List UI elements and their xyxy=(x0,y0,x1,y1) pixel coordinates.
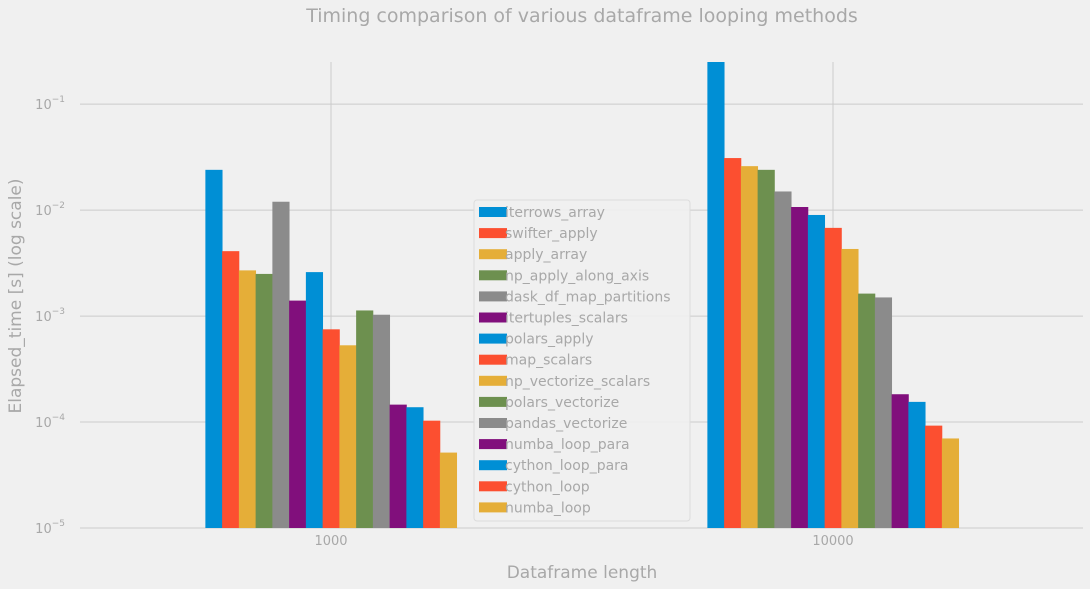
bar xyxy=(289,300,307,528)
bar xyxy=(707,62,725,528)
bar xyxy=(238,270,257,528)
bar xyxy=(339,345,357,528)
x-tick-label: 10000 xyxy=(812,534,853,549)
bar xyxy=(774,191,792,528)
legend-swatch xyxy=(479,249,507,260)
chart-title: Timing comparison of various dataframe l… xyxy=(305,5,858,27)
legend-swatch xyxy=(479,481,507,492)
legend-label: dask_df_map_partitions xyxy=(505,289,671,305)
bar xyxy=(824,227,842,529)
legend-swatch xyxy=(479,375,507,386)
bar xyxy=(791,207,809,528)
bar xyxy=(439,452,458,528)
y-tick-label: 10−5 xyxy=(35,519,65,537)
bar xyxy=(389,404,407,528)
legend-label: polars_apply xyxy=(505,332,594,348)
legend-swatch xyxy=(479,460,507,471)
legend-frame xyxy=(473,199,691,522)
bar xyxy=(322,329,340,528)
bar xyxy=(858,293,876,528)
bar xyxy=(925,425,943,528)
bars xyxy=(205,62,960,529)
legend-label: map_scalars xyxy=(505,353,592,369)
legend-label: swifter_apply xyxy=(505,226,598,242)
bar xyxy=(406,407,424,528)
legend-label: cython_loop_para xyxy=(505,458,629,474)
bar xyxy=(255,273,273,528)
bar xyxy=(841,248,859,528)
legend-swatch xyxy=(479,228,507,239)
bar xyxy=(908,401,926,528)
bar xyxy=(423,420,441,528)
y-tick-label: 10−4 xyxy=(35,413,65,431)
y-tick-label: 10−1 xyxy=(35,95,65,113)
y-axis-label: Elapsed_time [s] (log scale) xyxy=(6,178,26,413)
legend-swatch xyxy=(479,291,507,302)
bar xyxy=(372,314,391,528)
legend-label: apply_array xyxy=(505,247,587,263)
bar xyxy=(740,166,759,528)
legend-swatch xyxy=(479,439,507,450)
bar xyxy=(874,297,893,528)
legend-swatch xyxy=(479,207,507,217)
legend-label: iterrows_array xyxy=(505,205,605,221)
y-tick-label: 10−3 xyxy=(35,307,65,325)
legend: iterrows_array swifter_apply apply_arraynp… xyxy=(473,199,691,522)
bar xyxy=(941,438,960,528)
legend-label: pandas_vectorize xyxy=(505,416,627,432)
bar xyxy=(807,214,826,529)
bar xyxy=(891,394,909,528)
bar xyxy=(305,272,324,528)
legend-swatch xyxy=(479,312,507,323)
y-tick-label: 10−2 xyxy=(35,201,65,219)
bar xyxy=(757,169,775,528)
legend-label: polars_vectorize xyxy=(505,395,619,411)
y-tick-labels: 10−5 10−4 10−3 10−2 10−1 xyxy=(35,95,65,537)
legend-label: numba_loop xyxy=(505,500,591,516)
legend-swatch xyxy=(479,396,507,407)
bar xyxy=(356,310,374,528)
legend-label: cython_loop xyxy=(505,479,590,495)
legend-label: itertuples_scalars xyxy=(505,311,628,327)
bar xyxy=(272,201,290,529)
bar xyxy=(222,251,240,528)
legend-swatch xyxy=(479,502,507,513)
legend-swatch xyxy=(479,354,507,365)
x-tick-labels: 1000 10000 xyxy=(314,534,853,549)
legend-swatch xyxy=(479,418,507,428)
legend-label: numba_loop_para xyxy=(505,437,630,453)
legend-label: np_apply_along_axis xyxy=(505,268,649,284)
legend-swatch xyxy=(479,333,507,344)
legend-swatch xyxy=(479,270,507,281)
x-axis-label: Dataframe length xyxy=(507,563,658,583)
legend-label: np_vectorize_scalars xyxy=(505,374,650,390)
bar xyxy=(205,169,223,528)
x-tick-label: 1000 xyxy=(314,534,347,549)
bar xyxy=(724,158,742,528)
